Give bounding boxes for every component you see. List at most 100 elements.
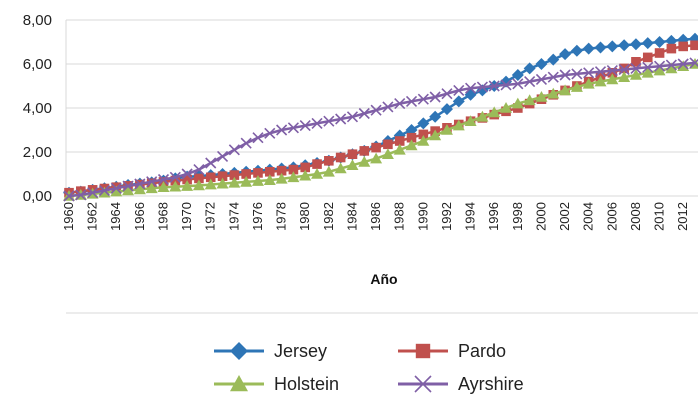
x-tick-label: 1966 (132, 202, 147, 231)
data-point-ayrshire (547, 71, 559, 83)
data-point-holstein (606, 73, 619, 85)
data-point-ayrshire (512, 78, 524, 90)
data-point-ayrshire (193, 164, 205, 176)
data-point-holstein (629, 69, 642, 80)
data-point-ayrshire (677, 58, 689, 70)
x-axis-tick-labels: 1960 1962 1964 1966 1968 1970 1972 1974 1976 1978… (61, 202, 690, 231)
data-point-pardo (642, 52, 653, 63)
data-point-holstein (275, 172, 288, 184)
data-point-pardo (300, 162, 311, 173)
data-point-pardo (418, 129, 429, 140)
data-point-holstein (122, 184, 135, 196)
x-tick-label: 1964 (108, 202, 123, 231)
x-tick-label: 1976 (250, 202, 265, 231)
data-point-pardo (170, 175, 181, 186)
legend: Jersey Pardo Holstein Ayrshire (214, 341, 524, 394)
data-point-holstein (523, 94, 536, 106)
data-point-jersey (582, 42, 595, 55)
data-point-ayrshire (169, 171, 181, 183)
data-point-holstein (381, 148, 394, 159)
data-point-ayrshire (252, 132, 264, 144)
data-point-ayrshire (370, 104, 382, 116)
series-line-pardo (68, 44, 696, 194)
data-point-pardo (678, 41, 688, 52)
legend-item-jersey: Jersey (214, 341, 327, 361)
data-point-jersey (523, 62, 536, 75)
data-point-holstein (216, 177, 229, 189)
data-point-holstein (464, 115, 477, 126)
data-point-holstein (240, 175, 253, 187)
data-point-jersey (559, 48, 572, 61)
data-point-ayrshire (394, 98, 406, 110)
data-point-ayrshire (157, 173, 170, 186)
data-point-ayrshire (594, 66, 607, 78)
data-point-pardo (194, 173, 204, 184)
data-point-pardo (666, 43, 677, 54)
y-tick-label: 8,00 (23, 12, 52, 29)
data-point-pardo (276, 165, 287, 176)
data-point-jersey (452, 95, 465, 108)
data-point-holstein (110, 185, 123, 197)
x-tick-label: 1968 (155, 202, 170, 231)
x-tick-label: 1984 (344, 202, 359, 231)
data-point-pardo (205, 172, 216, 183)
data-point-pardo (264, 167, 275, 177)
data-point-pardo (229, 170, 240, 180)
data-point-ayrshire (287, 122, 299, 134)
data-point-ayrshire (429, 91, 441, 103)
data-point-jersey (570, 44, 583, 57)
data-point-pardo (631, 57, 641, 67)
data-point-ayrshire (346, 111, 359, 123)
data-point-holstein (559, 84, 572, 96)
data-point-jersey (594, 41, 607, 54)
x-tick-label: 1998 (510, 202, 525, 231)
x-tick-label: 2000 (533, 202, 548, 231)
data-point-holstein (204, 178, 217, 190)
data-point-holstein (98, 186, 111, 198)
data-point-holstein (346, 159, 359, 170)
data-point-ayrshire (264, 127, 276, 139)
y-tick-label: 6,00 (23, 56, 52, 73)
data-point-jersey (606, 40, 619, 53)
x-tick-label: 2002 (557, 202, 572, 231)
data-point-ayrshire (299, 120, 311, 132)
y-axis-tick-labels: 0,00 2,00 4,00 6,00 8,00 (23, 12, 52, 205)
data-point-ayrshire (75, 189, 87, 201)
data-point-holstein (358, 155, 371, 167)
x-tick-label: 1996 (486, 202, 501, 231)
data-point-ayrshire (323, 115, 335, 127)
legend-label: Holstein (274, 374, 339, 394)
data-point-jersey (641, 37, 654, 50)
data-point-ayrshire (535, 73, 548, 85)
y-tick-label: 2,00 (23, 144, 52, 161)
data-point-pardo (383, 139, 393, 150)
y-tick-label: 4,00 (23, 100, 52, 117)
data-point-holstein (511, 97, 524, 109)
data-point-pardo (347, 149, 358, 159)
data-point-holstein (157, 181, 170, 192)
data-point-ayrshire (453, 84, 465, 96)
data-point-ayrshire (335, 113, 347, 125)
data-point-ayrshire (146, 176, 158, 188)
y-tick-label: 0,00 (23, 188, 52, 205)
x-tick-label: 1982 (321, 202, 336, 231)
data-point-holstein (547, 87, 560, 99)
data-point-ayrshire (583, 67, 595, 79)
series-ayrshire (63, 57, 698, 202)
data-point-holstein (488, 106, 501, 118)
data-point-pardo (394, 136, 405, 146)
data-point-holstein (500, 102, 513, 113)
series-lines (63, 32, 698, 202)
data-point-holstein (192, 179, 205, 191)
data-point-holstein (169, 180, 182, 192)
data-point-ayrshire (382, 101, 394, 113)
data-point-holstein (299, 169, 312, 181)
data-point-ayrshire (405, 95, 418, 107)
data-point-holstein (417, 135, 430, 146)
data-point-ayrshire (500, 79, 512, 91)
data-point-holstein (145, 182, 158, 194)
data-point-holstein (452, 119, 465, 131)
x-tick-label: 2006 (604, 202, 619, 231)
data-point-holstein (677, 60, 690, 71)
